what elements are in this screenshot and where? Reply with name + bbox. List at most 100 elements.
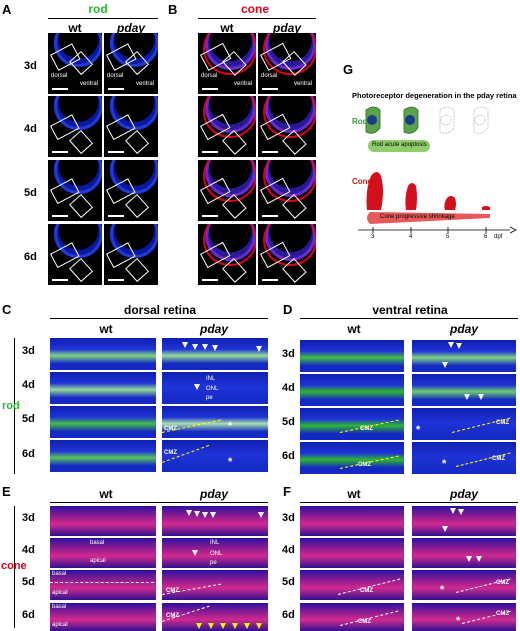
- cone-image-4d-wt: [198, 96, 256, 157]
- layer-line: [50, 582, 154, 583]
- f-pday-4d: [412, 538, 516, 568]
- cone-signal: [262, 96, 316, 138]
- d-wt-3d: [300, 340, 404, 372]
- cmz-label: CMZ: [360, 588, 373, 594]
- e-wt-4d: basal apical: [50, 538, 156, 568]
- star: *: [228, 456, 233, 468]
- tick-4: 4: [409, 234, 413, 240]
- f-pday-6d: * CMZ: [412, 603, 516, 631]
- cone-signal: [262, 224, 316, 266]
- c-wt-4d: [50, 372, 156, 404]
- c-wt-3d: [50, 338, 156, 370]
- eye-outline: [110, 224, 158, 259]
- cones-label: Cones: [352, 177, 377, 186]
- panel-c-rule: [50, 318, 268, 319]
- schematic-title: Photoreceptor degeneration in the pday r…: [352, 91, 517, 100]
- arrowhead: [202, 512, 208, 518]
- pe-label: pe: [210, 560, 217, 566]
- ventral-label: ventral: [80, 81, 99, 87]
- ab-row-6d: 6d: [24, 251, 37, 263]
- panel-d-title: ventral retina: [372, 303, 448, 317]
- cmz-label: CMZ: [166, 588, 179, 594]
- arrowhead: [186, 510, 192, 516]
- arrowhead: [256, 623, 262, 629]
- f-row-3d: 3d: [282, 512, 295, 524]
- cmz-label: CMZ: [496, 611, 509, 617]
- cone-image-6d-pday: [258, 224, 316, 285]
- rod-cell-4dpf: [403, 106, 419, 134]
- rod-side-label: rod: [2, 400, 20, 412]
- c-row-6d: 6d: [22, 448, 35, 460]
- scale-bar: [262, 279, 278, 281]
- arrowhead: [208, 623, 214, 629]
- ventral-label: ventral: [136, 81, 155, 87]
- tick-5: 5: [446, 234, 450, 240]
- c-row-3d: 3d: [22, 345, 35, 357]
- ventral-box: [125, 194, 150, 219]
- f-row-6d: 6d: [282, 609, 295, 621]
- d-row-6d: 6d: [282, 450, 295, 462]
- rod-image-6d-wt: [48, 224, 102, 285]
- cone-process-label: Cone progressive shrinkage: [380, 214, 455, 220]
- arrowhead: [458, 509, 464, 515]
- ab-row-4d: 4d: [24, 123, 37, 135]
- cmz-label: CMZ: [496, 580, 509, 586]
- dorsal-label: dorsal: [201, 73, 218, 79]
- axis-arrow: [509, 226, 517, 234]
- d-pday-4d: [412, 374, 516, 406]
- eye-outline: [54, 160, 102, 195]
- panel-c-col-wt: wt: [99, 322, 113, 336]
- rod-image-4d-wt: [48, 96, 102, 157]
- scale-bar: [262, 88, 278, 90]
- rod-cell-6dpf-ghost: [473, 106, 489, 134]
- cone-signal: [262, 160, 316, 202]
- e-row-3d: 3d: [22, 512, 35, 524]
- scale-bar: [202, 88, 218, 90]
- f-wt-5d: CMZ: [300, 570, 404, 600]
- arrowhead: [196, 623, 202, 629]
- panel-e-col-pday: pday: [199, 487, 228, 501]
- rod-bracket: [14, 338, 15, 474]
- onl-label: ONL: [206, 386, 219, 392]
- c-pday-6d: CMZ *: [162, 440, 268, 472]
- d-row-4d: 4d: [282, 382, 295, 394]
- c-pday-4d: INL ONL pe: [162, 372, 268, 404]
- c-pday-5d: CMZ *: [162, 406, 268, 438]
- e-pday-3d: [162, 506, 268, 536]
- eye-outline: [54, 224, 102, 259]
- scale-bar: [52, 279, 68, 281]
- arrowhead: [202, 344, 208, 350]
- cone-image-5d-pday: [258, 160, 316, 221]
- arrowhead: [244, 623, 250, 629]
- panel-a-col-wt: wt: [68, 21, 82, 35]
- pe-label: pe: [206, 395, 213, 401]
- cmz-label: CMZ: [164, 426, 177, 432]
- f-wt-4d: [300, 538, 404, 568]
- f-pday-5d: * CMZ: [412, 570, 516, 600]
- star: *: [228, 420, 233, 432]
- basal-label: basal: [52, 571, 67, 577]
- basal-label: basal: [52, 604, 67, 610]
- cone-image-3d-wt: dorsal ventral: [198, 33, 256, 94]
- arrowhead: [212, 345, 218, 351]
- inl-label: INL: [206, 376, 216, 382]
- scale-bar: [202, 279, 218, 281]
- eye-outline: [54, 96, 102, 131]
- rod-image-3d-pday: dorsal ventral: [104, 33, 158, 94]
- panel-b-rule: [198, 18, 316, 19]
- scale-bar: [52, 88, 68, 90]
- rod-image-4d-pday: [104, 96, 158, 157]
- panel-e-col-wt: wt: [99, 487, 113, 501]
- e-row-6d: 6d: [22, 609, 35, 621]
- d-wt-4d: [300, 374, 404, 406]
- c-wt-5d: [50, 406, 156, 438]
- scale-bar: [108, 88, 124, 90]
- cone-image-6d-wt: [198, 224, 256, 285]
- c-row-4d: 4d: [22, 379, 35, 391]
- cmz-label: CMZ: [492, 456, 505, 462]
- basal-label: basal: [90, 540, 105, 546]
- panel-label-d: D: [283, 302, 293, 317]
- tick-unit: dpf: [494, 234, 503, 240]
- panel-f-col-pday: pday: [449, 487, 478, 501]
- scale-bar: [202, 151, 218, 153]
